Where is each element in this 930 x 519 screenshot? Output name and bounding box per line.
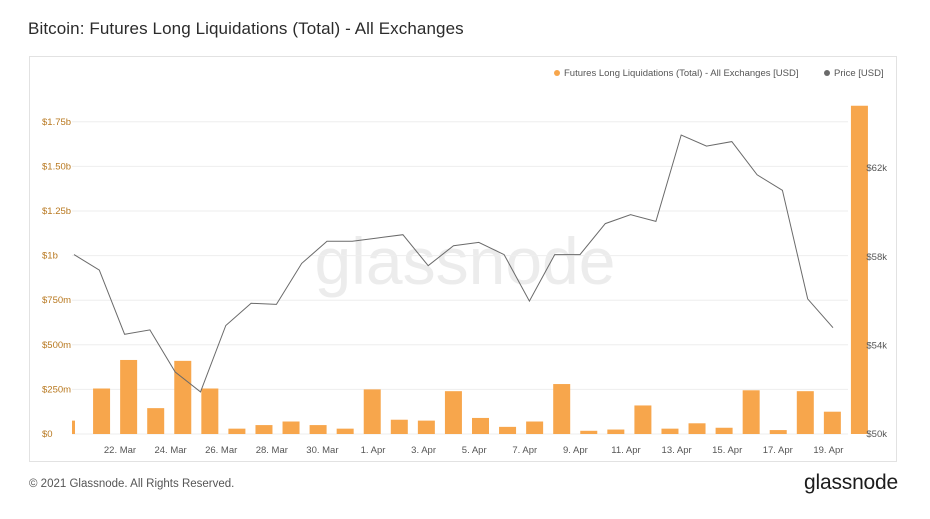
x-tick-label: 9. Apr — [563, 445, 588, 456]
y-right-tick-label: $54k — [866, 340, 887, 351]
bar — [120, 359, 138, 434]
x-tick-label: 26. Mar — [205, 445, 237, 456]
legend-bar-marker — [554, 70, 560, 76]
y-right-tick-label: $50k — [866, 429, 887, 440]
bar — [444, 391, 462, 434]
y-right-tick-label: $58k — [866, 252, 887, 263]
y-left-tick-label: $250m — [42, 384, 71, 395]
y-left-tick-label: $1b — [42, 251, 58, 262]
bar — [499, 426, 517, 434]
x-tick-label: 17. Apr — [763, 445, 793, 456]
legend-price-marker — [824, 70, 830, 76]
x-tick-label: 3. Apr — [411, 445, 436, 456]
watermark-text: glassnode — [315, 224, 616, 298]
x-tick-label: 24. Mar — [154, 445, 186, 456]
x-tick-label: 19. Apr — [813, 445, 843, 456]
x-tick-label: 28. Mar — [256, 445, 288, 456]
bar — [201, 388, 219, 434]
bar — [688, 423, 706, 434]
bar — [147, 408, 165, 434]
bar — [174, 360, 192, 434]
brand-logo: glassnode — [804, 471, 898, 494]
chart: glassnode $0 $250m $500m $750m $1b $1.25b $1.50… — [42, 68, 887, 456]
bar — [526, 421, 544, 434]
bar — [282, 421, 300, 434]
x-tick-label: 15. Apr — [712, 445, 742, 456]
y-left-tick-label: $1.75b — [42, 117, 71, 128]
x-tick-label: 11. Apr — [611, 445, 640, 456]
x-tick-label: 1. Apr — [361, 445, 386, 456]
page-title: Bitcoin: Futures Long Liquidations (Tota… — [28, 19, 464, 38]
y-left-tick-label: $750m — [42, 295, 71, 306]
bar — [72, 420, 75, 434]
y-left-tick-label: $1.25b — [42, 206, 71, 217]
x-tick-label: 22. Mar — [104, 445, 136, 456]
bar — [607, 429, 625, 434]
bar — [553, 384, 571, 434]
y-left-tick-label: $500m — [42, 340, 71, 351]
x-tick-label: 5. Apr — [462, 445, 487, 456]
price-line — [73, 134, 834, 393]
bar — [742, 390, 760, 434]
bar — [390, 419, 408, 434]
bar — [850, 105, 868, 434]
bar — [228, 428, 246, 434]
x-tick-label: 13. Apr — [662, 445, 692, 456]
chart-panel: glassnode $0 $250m $500m $750m $1b $1.25b $1.50… — [29, 56, 897, 462]
y-left-tick-label: $0 — [42, 429, 53, 440]
bar — [93, 388, 111, 434]
bar — [715, 427, 733, 434]
legend-bar-label: Futures Long Liquidations (Total) - All … — [564, 68, 798, 79]
bar — [417, 420, 435, 434]
bar — [363, 389, 381, 434]
y-left-tick-label: $1.50b — [42, 161, 71, 172]
bar — [255, 425, 273, 434]
x-tick-label: 7. Apr — [512, 445, 537, 456]
bar — [796, 391, 814, 434]
bar — [580, 430, 598, 434]
legend-price-label: Price [USD] — [834, 68, 884, 79]
copyright-text: © 2021 Glassnode. All Rights Reserved. — [29, 478, 235, 490]
bar — [823, 411, 841, 434]
bar — [634, 405, 652, 434]
bar — [769, 430, 787, 434]
bar — [472, 417, 489, 434]
y-right-tick-label: $62k — [866, 163, 887, 174]
bar — [336, 428, 354, 434]
bar — [661, 428, 679, 434]
bar — [309, 425, 327, 434]
x-tick-label: 30. Mar — [306, 445, 338, 456]
